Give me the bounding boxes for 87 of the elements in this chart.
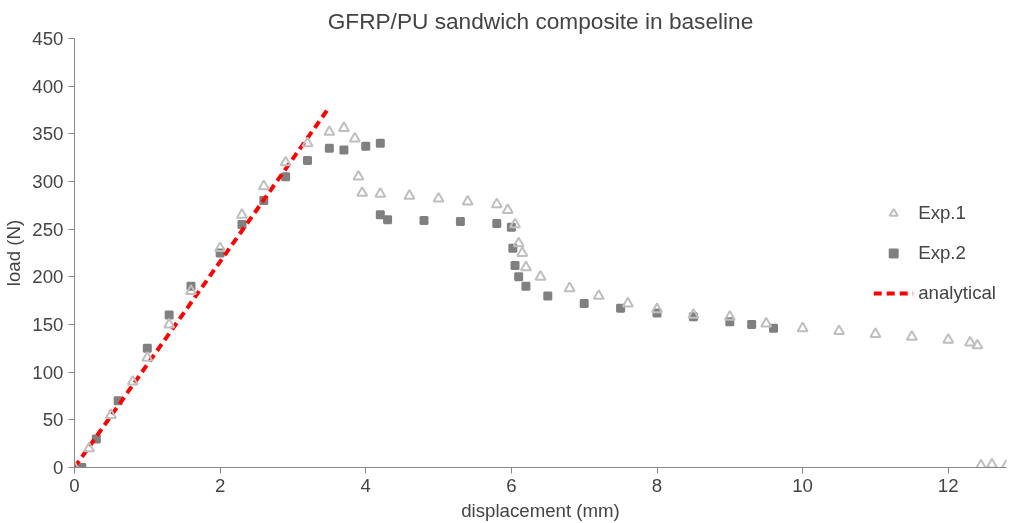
point [461, 194, 474, 206]
point [509, 217, 522, 229]
point [621, 296, 634, 308]
point [83, 441, 96, 453]
point [142, 343, 152, 353]
point [563, 281, 576, 293]
point [723, 310, 736, 321]
point [257, 179, 270, 191]
x-tick-label: 12 [937, 474, 959, 496]
x-tick-label: 0 [69, 474, 80, 496]
y-tick-label: 300 [32, 171, 64, 192]
point [374, 187, 387, 198]
point [279, 155, 292, 167]
point [579, 299, 589, 309]
y-tick-label: 50 [42, 409, 64, 431]
point [141, 351, 154, 362]
point [352, 169, 365, 181]
point [361, 141, 371, 151]
point [126, 374, 139, 386]
y-tick-label: 350 [32, 123, 64, 145]
point [281, 172, 291, 182]
point [747, 320, 757, 329]
point [985, 457, 998, 468]
point [512, 236, 525, 248]
point [760, 316, 773, 328]
point [769, 323, 778, 333]
point [235, 208, 248, 219]
x-tick-label: 2 [214, 474, 226, 496]
point [519, 260, 532, 272]
y-tick-label: 100 [32, 361, 64, 383]
point [521, 281, 531, 291]
y-tick-label: 200 [32, 266, 64, 288]
point [971, 338, 984, 350]
point [510, 260, 520, 270]
x-tick-label: 10 [792, 474, 814, 496]
point [214, 241, 227, 253]
y-tick-label: 250 [32, 218, 64, 240]
point [490, 197, 503, 209]
point [375, 138, 385, 148]
x-tick-label: 8 [651, 474, 663, 496]
point [339, 145, 349, 155]
point [514, 272, 524, 282]
point [543, 291, 553, 301]
point [534, 270, 547, 281]
point [383, 215, 393, 225]
point [237, 219, 247, 229]
point [185, 284, 197, 296]
point [869, 327, 882, 338]
point [375, 210, 385, 220]
point [592, 289, 605, 300]
point [164, 310, 174, 320]
x-axis-title: displacement (mm) [461, 499, 620, 521]
chart-title: GFRP/PU sandwich composite in baseline [327, 7, 754, 34]
point [324, 143, 334, 153]
x-tick-label: 4 [360, 474, 371, 496]
legend-label: Exp.2 [918, 241, 966, 264]
point [616, 303, 626, 313]
y-axis-title: load (N) [3, 219, 25, 287]
point [964, 335, 977, 347]
point [501, 203, 514, 214]
point [833, 324, 846, 336]
point [301, 136, 314, 148]
point [323, 125, 336, 136]
point [651, 302, 663, 314]
y-tick-label: 150 [32, 314, 64, 335]
point [432, 191, 445, 203]
point [348, 131, 361, 143]
point [516, 246, 529, 257]
point [356, 186, 369, 197]
point [942, 332, 955, 344]
point [492, 218, 502, 228]
point [905, 330, 918, 341]
point [163, 317, 176, 329]
point [796, 321, 809, 333]
legend-label: analytical [918, 281, 996, 304]
point [419, 216, 429, 226]
point [455, 217, 465, 227]
point [303, 156, 312, 166]
point [104, 408, 117, 419]
x-tick-label: 6 [506, 474, 517, 496]
y-tick-label: 450 [32, 28, 64, 49]
point [687, 308, 700, 319]
y-tick-label: 0 [53, 457, 64, 478]
y-tick-label: 400 [32, 75, 64, 97]
legend-label: Exp.1 [918, 201, 966, 224]
point [403, 189, 416, 200]
point [337, 121, 350, 132]
